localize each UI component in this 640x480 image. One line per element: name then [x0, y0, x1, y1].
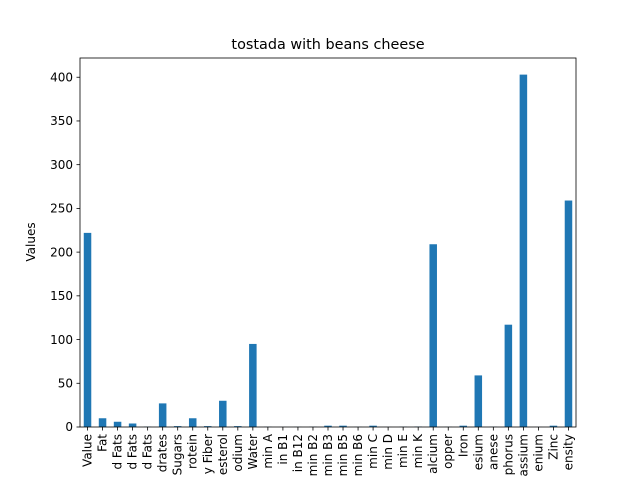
bars-group: [83, 74, 573, 428]
y-axis-label: Values: [24, 222, 38, 261]
x-tick-label: min A: [261, 433, 275, 468]
bar: [459, 425, 468, 427]
bar: [113, 421, 122, 427]
bar: [549, 425, 558, 427]
bar: [324, 425, 332, 427]
x-tick-label: Iron: [456, 434, 470, 457]
y-tick-label: 350: [50, 114, 73, 128]
x-tick-label: rotein: [186, 434, 200, 469]
y-tick-label: 150: [50, 289, 73, 303]
bar: [504, 324, 513, 427]
bar: [83, 232, 92, 427]
y-tick-label: 100: [50, 333, 73, 347]
x-tick-label: min D: [381, 434, 395, 470]
x-tick-label: phorus: [501, 434, 515, 475]
bar: [128, 423, 137, 427]
x-tick-label: d Fats: [111, 434, 125, 470]
bar: [339, 425, 347, 427]
x-tick-label: opper: [441, 434, 455, 469]
x-tick-label: min B5: [336, 434, 350, 476]
x-tick-label: alcium: [426, 434, 440, 474]
y-tick-label: 400: [50, 70, 73, 84]
x-tick-label: in B12: [291, 434, 305, 472]
x-tick-label: y Fiber: [201, 434, 215, 474]
bar: [173, 426, 182, 427]
bar: [474, 375, 483, 427]
y-tick-label: 250: [50, 202, 73, 216]
x-tick-label: min B6: [351, 434, 365, 476]
x-tick-label: assium: [516, 434, 530, 477]
x-tick-label: ensity: [561, 434, 575, 470]
x-tick-label: Water: [246, 434, 260, 470]
y-tick-label: 300: [50, 158, 73, 172]
bar: [234, 426, 242, 427]
x-tick-label: min C: [366, 434, 380, 469]
x-tick-label: d Fats: [141, 434, 155, 470]
bar: [429, 244, 437, 427]
x-tick-label: Sugars: [171, 434, 185, 475]
plot-frame: [79, 57, 577, 428]
bar: [98, 418, 107, 427]
x-axis-ticks: Value Fat d Fats d Fats d Fats drates Sugars ro…: [81, 427, 575, 477]
y-tick-label: 0: [65, 420, 73, 434]
bar: [219, 400, 227, 427]
x-tick-label: esium: [471, 434, 485, 470]
x-tick-label: d Fats: [126, 434, 140, 470]
x-tick-label: esterol: [216, 434, 230, 475]
y-axis-ticks: 0 50 100 150 200 250 300 350 400: [50, 70, 80, 434]
x-tick-label: Fat: [96, 434, 110, 452]
x-tick-label: anese: [486, 434, 500, 470]
x-tick-label: min E: [396, 434, 410, 468]
bar: [249, 343, 257, 427]
x-tick-label: Zinc: [546, 434, 560, 460]
bar: [188, 418, 197, 427]
bar: [564, 200, 573, 427]
x-tick-label: min B3: [321, 434, 335, 476]
x-tick-label: min B2: [306, 434, 320, 476]
x-tick-label: drates: [156, 434, 170, 472]
y-tick-label: 200: [50, 245, 73, 259]
bar: [158, 403, 167, 427]
bar: [519, 74, 528, 428]
y-tick-label: 50: [58, 376, 73, 390]
chart-title: tostada with beans cheese: [231, 37, 424, 53]
bar: [369, 425, 377, 427]
x-tick-label: Value: [81, 434, 95, 467]
x-tick-label: enium: [531, 434, 545, 472]
bar: [204, 426, 212, 427]
x-tick-label: in B1: [276, 434, 290, 465]
x-tick-label: min K: [411, 433, 425, 468]
x-tick-label: odium: [231, 434, 245, 472]
